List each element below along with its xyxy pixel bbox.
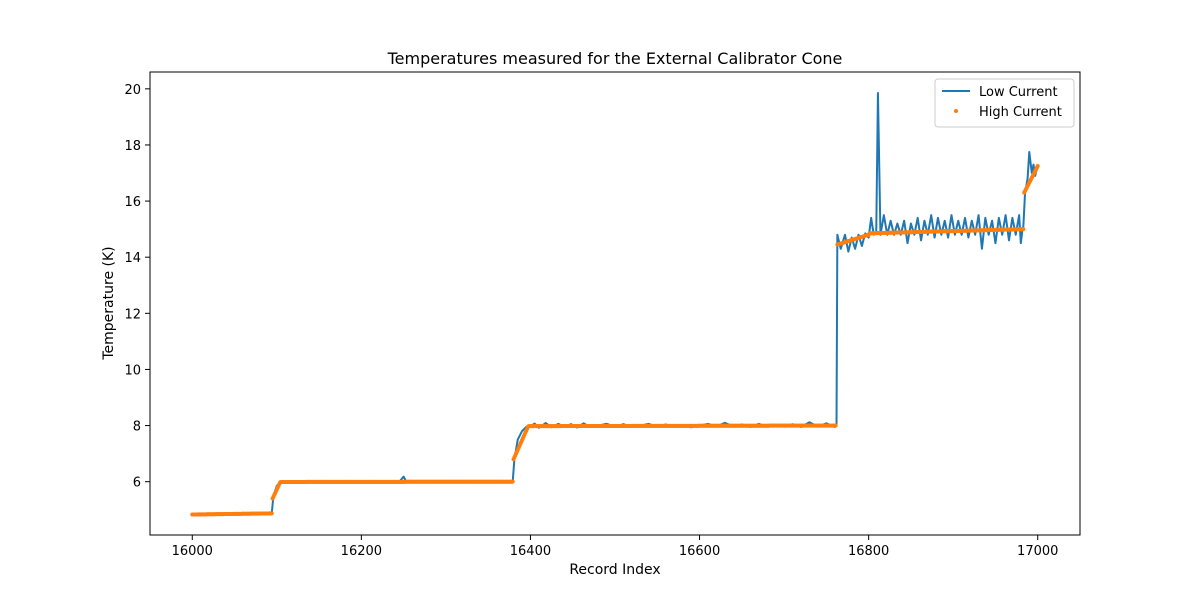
scatter-point — [1021, 227, 1026, 232]
x-axis-label: Record Index — [569, 562, 660, 578]
x-tick-label: 16200 — [341, 544, 382, 559]
y-tick-label: 10 — [124, 363, 141, 378]
y-axis: 6 8 10 12 14 16 18 20 — [124, 83, 150, 491]
y-axis-label: Temperature (K) — [101, 246, 117, 360]
chart-title: Temperatures measured for the External C… — [387, 49, 843, 68]
y-tick-label: 18 — [124, 139, 141, 154]
legend: Low Current High Current — [934, 78, 1075, 128]
legend-label-high-current: High Current — [979, 105, 1062, 120]
legend-dot-swatch — [954, 109, 958, 113]
legend-label-low-current: Low Current — [979, 85, 1058, 100]
series-layer — [190, 92, 1040, 517]
x-tick-label: 16400 — [510, 544, 551, 559]
y-tick-label: 20 — [124, 83, 141, 98]
scatter-point — [510, 479, 515, 484]
y-tick-label: 6 — [133, 476, 141, 491]
x-axis: 16000 16200 16400 16600 16800 17000 — [172, 535, 1058, 559]
x-tick-label: 16600 — [679, 544, 720, 559]
x-tick-label: 16800 — [848, 544, 889, 559]
y-tick-label: 16 — [124, 195, 141, 210]
series-points-high-current — [190, 164, 1040, 517]
x-tick-label: 16000 — [172, 544, 213, 559]
plot-area-frame — [149, 71, 1081, 536]
y-tick-label: 12 — [124, 307, 141, 322]
scatter-point — [1035, 164, 1040, 168]
y-tick-label: 14 — [124, 251, 141, 266]
scatter-point — [269, 511, 274, 516]
y-tick-label: 8 — [133, 420, 141, 435]
scatter-point — [833, 423, 838, 428]
x-tick-label: 17000 — [1017, 544, 1058, 559]
